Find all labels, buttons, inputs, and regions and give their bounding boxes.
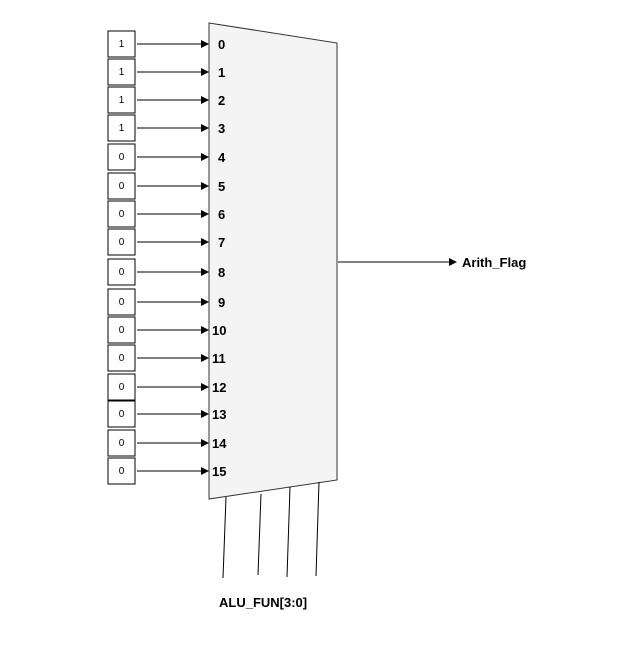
select-line-0 (315, 481, 320, 577)
bit-box (107, 400, 136, 428)
mux-inputs: 1 01 11 21 30 40 50 60 70 80 90 100 110 120 130 140 15 (107, 30, 227, 485)
input-index-label: 15 (212, 464, 226, 479)
bit-value: 0 (119, 267, 125, 278)
bit-value: 0 (119, 209, 125, 220)
output-label: Arith_Flag (462, 255, 526, 270)
input-row: 0 10 (107, 316, 226, 344)
input-index-label: 13 (212, 407, 226, 422)
input-index-label: 0 (218, 37, 225, 52)
bit-box (107, 172, 136, 200)
input-row: 0 13 (107, 400, 226, 428)
input-index-label: 11 (212, 351, 226, 366)
bit-value: 0 (119, 325, 125, 336)
input-index-label: 9 (218, 295, 225, 310)
input-index-label: 8 (218, 265, 225, 280)
input-index-label: 2 (218, 93, 225, 108)
input-row: 0 15 (107, 457, 226, 485)
bit-value: 0 (119, 382, 125, 393)
input-row: 0 12 (107, 373, 226, 401)
bit-value: 1 (119, 67, 125, 78)
input-index-label: 14 (212, 436, 227, 451)
bit-value: 1 (119, 123, 125, 134)
bit-value: 0 (119, 409, 125, 420)
bit-box (107, 316, 136, 344)
bit-value: 0 (119, 181, 125, 192)
bit-box (107, 143, 136, 171)
select-line-2 (257, 493, 262, 576)
select-label: ALU_FUN[3:0] (219, 595, 307, 610)
bit-box (107, 457, 136, 485)
input-index-label: 1 (218, 65, 225, 80)
bit-value: 0 (119, 297, 125, 308)
bit-value: 0 (119, 466, 125, 477)
bit-value: 1 (119, 95, 125, 106)
bit-box (107, 429, 136, 457)
input-index-label: 4 (218, 150, 226, 165)
bit-box (107, 200, 136, 228)
bit-value: 1 (119, 39, 125, 50)
bit-box (107, 373, 136, 401)
input-index-label: 5 (218, 179, 225, 194)
bit-value: 0 (119, 438, 125, 449)
bit-box (107, 30, 136, 58)
select-line-1 (286, 486, 291, 578)
input-row: 0 14 (107, 429, 227, 457)
bit-value: 0 (119, 237, 125, 248)
mux-body (208, 22, 338, 500)
bit-box (107, 288, 136, 316)
input-index-label: 7 (218, 235, 225, 250)
input-index-label: 10 (212, 323, 226, 338)
bit-box (107, 114, 136, 142)
input-index-label: 12 (212, 380, 226, 395)
input-index-label: 6 (218, 207, 225, 222)
bit-box (107, 258, 136, 286)
bit-value: 0 (119, 353, 125, 364)
bit-value: 0 (119, 152, 125, 163)
bit-box (107, 344, 136, 372)
bit-box (107, 58, 136, 86)
input-row: 0 11 (107, 344, 226, 372)
bit-box (107, 228, 136, 256)
input-index-label: 3 (218, 121, 225, 136)
select-line-3 (222, 496, 227, 579)
bit-box (107, 86, 136, 114)
